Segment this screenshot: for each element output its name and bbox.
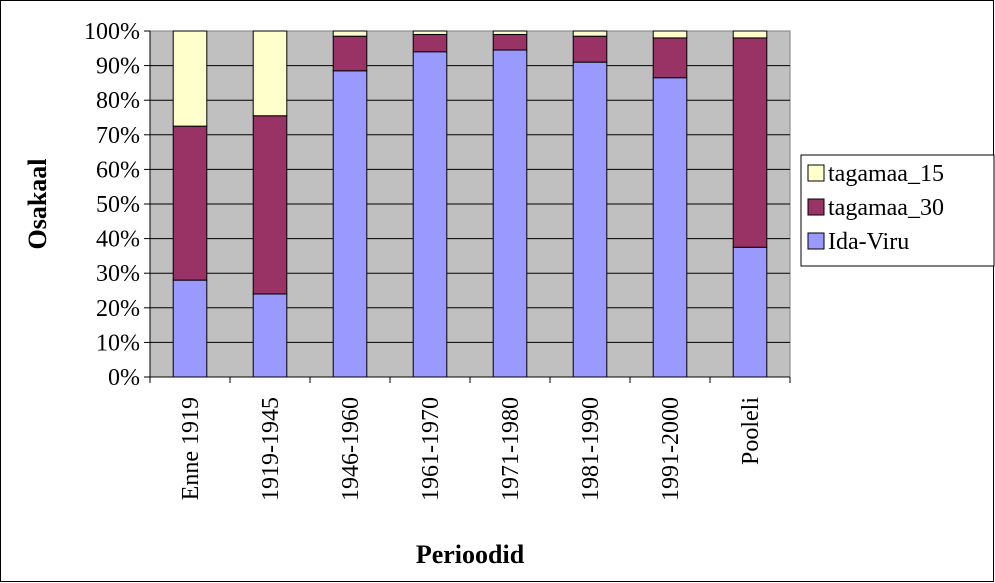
y-tick-labels: 0% 10% 20% 30% 40% 50% 60% 70% 80% 90% 100% — [84, 19, 140, 391]
bar-segment-tagamaa-15 — [252, 30, 288, 117]
y-tick-label: 70% — [96, 123, 140, 149]
bar-segment-tagamaa-15 — [332, 30, 368, 37]
bar-segment-ida-viru — [332, 70, 368, 378]
bar-segment-ida-viru — [652, 77, 688, 378]
bar-segment-ida-viru — [412, 51, 448, 378]
x-tick-label: 1919-1945 — [258, 397, 284, 501]
legend-label: Ida-Viru — [828, 229, 909, 255]
bar-segment-tagamaa-30 — [252, 115, 288, 295]
y-tick-label: 90% — [96, 54, 140, 80]
x-tick-label: 1971-1980 — [498, 397, 524, 501]
x-axis-title: Perioodid — [416, 540, 525, 569]
y-tick-label: 20% — [96, 296, 140, 322]
y-tick-label: 60% — [96, 157, 140, 183]
x-tick-label: Pooleli — [738, 397, 764, 465]
y-tick-label: 40% — [96, 227, 140, 253]
x-tick-label: 1991-2000 — [658, 397, 684, 501]
legend-label: tagamaa_30 — [828, 195, 944, 221]
bar-segment-ida-viru — [252, 293, 288, 378]
legend-swatch — [807, 164, 825, 182]
y-tick-label: 50% — [96, 192, 140, 218]
bar-segment-tagamaa-30 — [732, 37, 768, 248]
bar-segment-tagamaa-30 — [572, 35, 608, 63]
bar-segment-tagamaa-15 — [572, 30, 608, 37]
legend-swatch — [807, 198, 825, 216]
bar-segment-tagamaa-30 — [412, 33, 448, 53]
y-tick-label: 100% — [84, 19, 140, 45]
legend-label: tagamaa_15 — [828, 161, 944, 187]
x-tick-labels: Enne 1919 1919-1945 1946-1960 1961-1970 1971… — [178, 397, 764, 501]
y-tick-label: 0% — [108, 365, 140, 391]
bar-segment-tagamaa-15 — [172, 30, 208, 127]
bar-segment-tagamaa-30 — [652, 37, 688, 79]
y-tick-label: 80% — [96, 88, 140, 114]
x-tick-label: 1961-1970 — [418, 397, 444, 501]
bar-segment-ida-viru — [492, 49, 528, 378]
bar-segment-ida-viru — [172, 279, 208, 378]
legend-box — [800, 154, 995, 267]
x-tick-label: 1946-1960 — [338, 397, 364, 501]
legend-swatch — [807, 232, 825, 250]
x-tick-label: 1981-1990 — [578, 397, 604, 501]
bar-segment-tagamaa-15 — [492, 30, 528, 35]
axes — [144, 30, 791, 383]
bar-segment-tagamaa-15 — [652, 30, 688, 39]
bar-segment-ida-viru — [572, 61, 608, 378]
legend: tagamaa_15 tagamaa_30 Ida-Viru — [800, 154, 995, 267]
y-tick-label: 30% — [96, 261, 140, 287]
y-axis-title: Osakaal — [23, 158, 52, 249]
y-tick-label: 10% — [96, 330, 140, 356]
bar-segment-tagamaa-30 — [172, 125, 208, 281]
bar-segment-tagamaa-15 — [732, 30, 768, 39]
bar-segment-ida-viru — [732, 246, 768, 378]
bars — [172, 30, 768, 378]
x-tick-label: Enne 1919 — [178, 397, 204, 500]
bar-segment-tagamaa-30 — [332, 35, 368, 72]
bar-segment-tagamaa-30 — [492, 33, 528, 51]
bar-segment-tagamaa-15 — [412, 30, 448, 35]
